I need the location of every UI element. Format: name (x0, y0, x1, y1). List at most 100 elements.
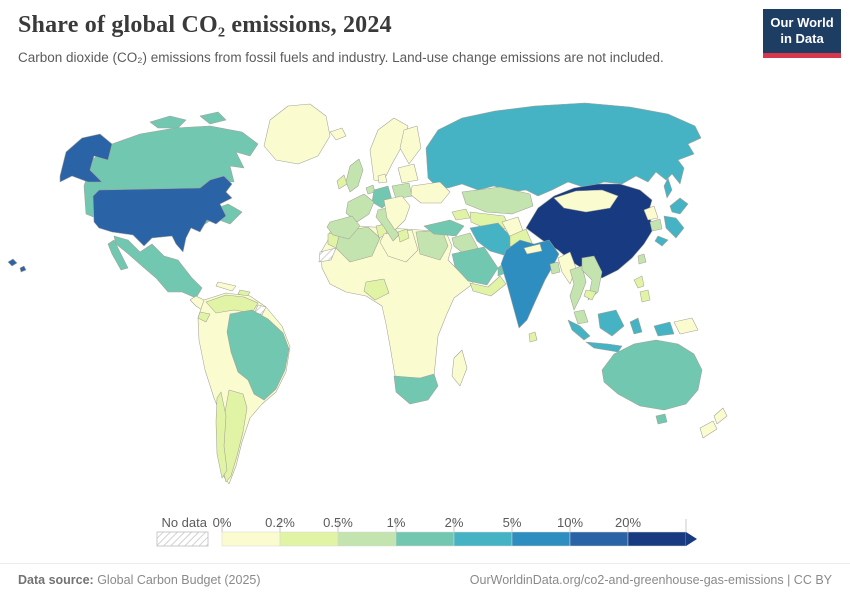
map-region-sakhalin[interactable] (663, 177, 673, 199)
map-region-hawaii-2[interactable] (19, 265, 27, 273)
map-region-south-africa[interactable] (393, 373, 439, 405)
map-region-baltics-belarus[interactable] (397, 163, 419, 184)
map-region-mexico[interactable] (113, 235, 203, 299)
map-region-iceland[interactable] (329, 127, 347, 141)
map-region-greenland[interactable] (263, 103, 331, 165)
legend-swatch-2[interactable] (337, 531, 397, 547)
map-region-canada-arctic-1[interactable] (149, 115, 187, 129)
data-source-value: Global Carbon Budget (2025) (93, 573, 261, 587)
map-region-new-zealand-south[interactable] (699, 420, 718, 439)
map-region-hawaii-1[interactable] (7, 258, 18, 267)
map-region-france[interactable] (345, 193, 375, 223)
map-region-madagascar[interactable] (451, 349, 468, 387)
map-region-india[interactable] (500, 239, 560, 329)
map-region-cuba[interactable] (215, 281, 237, 292)
map-region-colombia-venezuela[interactable] (205, 294, 259, 314)
map-region-denmark[interactable] (377, 173, 388, 184)
map-region-french-guiana[interactable] (254, 304, 267, 316)
legend-no-data-label: No data (161, 515, 207, 530)
map-region-tasmania[interactable] (655, 413, 668, 425)
map-region-nepal[interactable] (523, 243, 543, 255)
map-region-greece[interactable] (397, 228, 410, 243)
map-region-canada-arctic-2[interactable] (199, 111, 227, 125)
map-region-chile[interactable] (215, 391, 228, 479)
map-region-cambodia[interactable] (583, 289, 597, 301)
map-region-ukraine[interactable] (410, 181, 451, 204)
map-region-new-zealand-north[interactable] (713, 407, 728, 425)
map-region-japan-honshu[interactable] (663, 215, 685, 239)
owid-logo-line1: Our World (770, 15, 834, 30)
legend-tick-marks (221, 519, 687, 532)
map-region-papua-new-guinea[interactable] (673, 317, 699, 335)
legend-swatch-7[interactable] (627, 531, 687, 547)
page-title: Share of global CO₂ emissions, 2024 (18, 12, 392, 38)
owid-logo-accent-bar (763, 52, 841, 58)
map-region-central-se-europe[interactable] (383, 195, 411, 231)
map-region-yemen-oman[interactable] (469, 275, 507, 297)
chart-footer: Data source: Global Carbon Budget (2025)… (0, 563, 850, 600)
footer-link[interactable]: OurWorldinData.org/co2-and-greenhouse-ga… (469, 573, 832, 587)
legend-tick-3: 1% (387, 515, 406, 530)
map-region-indonesia-java[interactable] (585, 341, 623, 353)
map-region-indonesia-papua[interactable] (653, 321, 675, 337)
map-region-australia[interactable] (601, 339, 703, 411)
legend-swatch-1[interactable] (279, 531, 339, 547)
map-region-south-korea[interactable] (649, 218, 663, 232)
world-map (0, 86, 850, 510)
map-region-thailand[interactable] (569, 265, 587, 311)
map-region-iberia[interactable] (326, 215, 361, 240)
map-legend: No data 0% 0.2% 0.5% 1% 2% 5% 10% 20% (0, 511, 850, 559)
legend-swatch-4[interactable] (453, 531, 513, 547)
map-region-philippines-2[interactable] (639, 289, 651, 303)
map-region-brazil[interactable] (226, 309, 290, 401)
map-region-kazakhstan[interactable] (461, 186, 534, 215)
map-region-baja[interactable] (107, 239, 129, 271)
map-region-saudi-arabia[interactable] (451, 246, 499, 286)
legend-tick-5: 5% (503, 515, 522, 530)
map-region-caucasus[interactable] (451, 208, 471, 221)
map-region-philippines-1[interactable] (633, 275, 645, 289)
map-region-ecuador[interactable] (197, 311, 211, 323)
map-region-western-sahara[interactable] (318, 247, 337, 263)
legend-tick-2: 0.5% (323, 515, 353, 530)
map-region-japan-hokkaido[interactable] (669, 197, 689, 215)
legend-swatch-5[interactable] (511, 531, 571, 547)
map-region-ireland[interactable] (336, 174, 348, 190)
map-region-taiwan[interactable] (637, 253, 647, 265)
legend-tick-4: 2% (445, 515, 464, 530)
legend-swatch-6[interactable] (569, 531, 629, 547)
map-region-uk[interactable] (345, 158, 364, 193)
map-region-finland[interactable] (399, 125, 422, 165)
map-region-north-korea[interactable] (643, 205, 659, 221)
legend-tick-6: 10% (557, 515, 583, 530)
map-legend-svg: No data 0% 0.2% 0.5% 1% 2% 5% 10% 20% (156, 515, 697, 547)
legend-swatch-0[interactable] (221, 531, 281, 547)
map-region-norway-sweden[interactable] (369, 117, 409, 183)
chart-header: Share of global CO₂ emissions, 2024 Carb… (18, 12, 745, 66)
legend-no-data-swatch[interactable] (156, 531, 209, 547)
owid-logo[interactable]: Our World in Data (763, 9, 841, 58)
map-region-malaysia[interactable] (573, 309, 589, 325)
map-region-mongolia[interactable] (553, 189, 619, 213)
map-region-bangladesh[interactable] (549, 261, 561, 275)
map-region-indonesia-sumatra[interactable] (567, 319, 591, 341)
legend-tick-7: 20% (615, 515, 641, 530)
legend-arrow-icon (686, 532, 697, 546)
map-region-nigeria[interactable] (363, 278, 390, 301)
legend-tick-0: 0% (213, 515, 232, 530)
map-region-indonesia-sulawesi[interactable] (629, 317, 643, 335)
map-region-alaska[interactable] (59, 133, 113, 183)
chart-subtitle: Carbon dioxide (CO₂) emissions from foss… (18, 49, 664, 65)
map-region-russia[interactable] (425, 102, 702, 197)
owid-logo-line2: in Data (780, 31, 824, 47)
legend-swatch-3[interactable] (395, 531, 455, 547)
map-region-usa[interactable] (92, 175, 233, 253)
map-region-sri-lanka[interactable] (528, 331, 538, 343)
map-region-turkey[interactable] (423, 219, 465, 237)
map-region-japan-kyushu[interactable] (654, 235, 669, 247)
map-region-indonesia-borneo[interactable] (597, 309, 625, 337)
legend-tick-1: 0.2% (265, 515, 295, 530)
world-map-svg (7, 102, 728, 485)
data-source: Data source: Global Carbon Budget (2025) (18, 573, 261, 587)
